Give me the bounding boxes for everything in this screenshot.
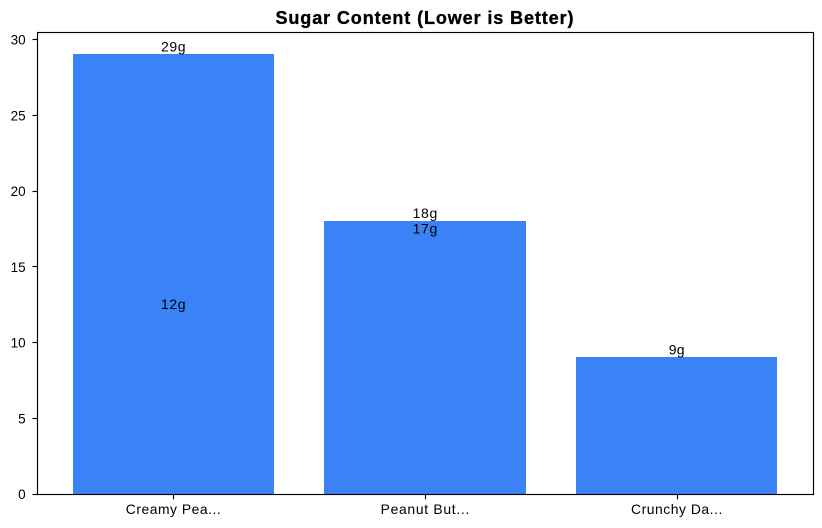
svg-text:30: 30 — [11, 33, 26, 48]
svg-text:Crunchy Da...: Crunchy Da... — [631, 501, 722, 517]
svg-text:5: 5 — [18, 411, 26, 426]
svg-text:Sugar Content (Lower is Better: Sugar Content (Lower is Better) — [276, 8, 574, 28]
svg-text:29g: 29g — [161, 38, 186, 54]
svg-text:0: 0 — [18, 487, 26, 502]
svg-text:25: 25 — [11, 108, 26, 123]
svg-text:10: 10 — [11, 336, 26, 351]
svg-text:Creamy Pea...: Creamy Pea... — [126, 501, 221, 517]
svg-text:9g: 9g — [669, 342, 685, 358]
svg-text:18g: 18g — [413, 205, 438, 221]
svg-text:12g: 12g — [161, 296, 186, 312]
svg-text:20: 20 — [11, 184, 26, 199]
svg-text:15: 15 — [11, 260, 26, 275]
svg-text:17g: 17g — [413, 220, 438, 236]
svg-text:Peanut But...: Peanut But... — [381, 501, 470, 517]
